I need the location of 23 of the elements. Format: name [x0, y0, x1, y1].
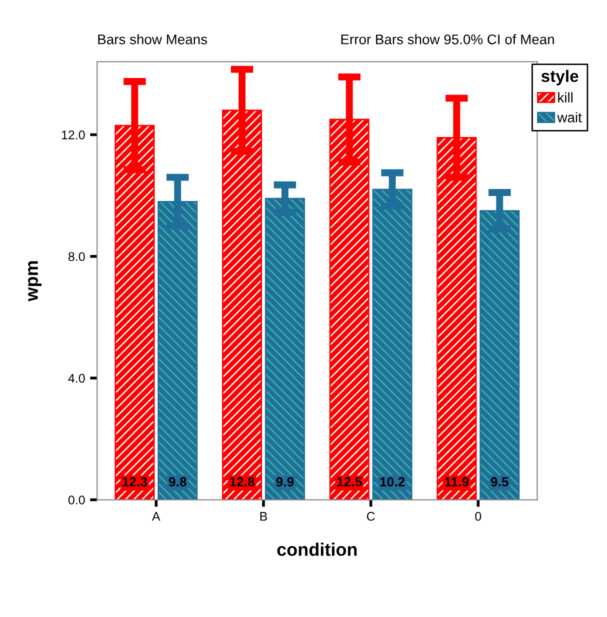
- data-label: 12.8: [230, 477, 254, 487]
- x-tick-label: A: [152, 512, 160, 521]
- data-label: 10.2: [380, 477, 405, 487]
- legend-label: wait: [557, 112, 582, 122]
- data-label: 9.5: [490, 477, 508, 487]
- data-label: 11.9: [445, 477, 469, 487]
- y-tick-label: 12.0: [62, 130, 85, 140]
- data-label: 9.8: [168, 477, 186, 487]
- y-tick-label: 4.0: [68, 374, 85, 383]
- y-tick-label: 0.0: [68, 496, 85, 504]
- legend-label: kill: [558, 92, 572, 102]
- x-tick-label: 0: [475, 512, 482, 521]
- y-tick-label: 8.0: [68, 252, 85, 262]
- x-tick-label: C: [366, 512, 375, 521]
- data-label: 12.3: [122, 477, 148, 487]
- x-tick-label: B: [260, 512, 267, 521]
- text: Error Bars show 95.0% CI of Mean: [341, 34, 554, 44]
- legend-title: style: [541, 70, 578, 86]
- data-label: 12.5: [337, 477, 362, 487]
- x-axis-title: condition: [277, 542, 357, 556]
- y-axis-title: wpm: [28, 261, 42, 302]
- text: Bars show Means: [98, 34, 208, 44]
- data-label: 9.9: [276, 477, 294, 487]
